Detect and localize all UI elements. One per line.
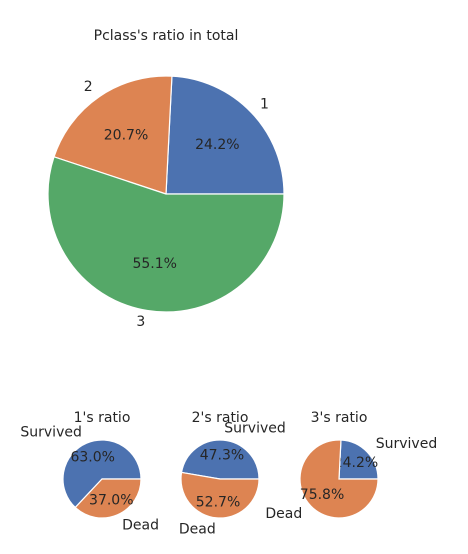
pie-slice: [62, 439, 142, 509]
slice-category-label: Survived: [20, 424, 81, 440]
slice-category-label: 1: [260, 97, 269, 113]
slice-category-label: Dead: [122, 518, 159, 534]
chart-title: Pclass's ratio in total: [94, 28, 239, 44]
pie-slice: [74, 478, 142, 519]
slice-category-label: Survived: [224, 420, 285, 436]
slice-category-label: Dead: [265, 506, 302, 522]
pie-chart-3: 2's ratio 47.3% Survived 52.7% Dead: [179, 410, 286, 538]
chart-title: 2's ratio: [192, 410, 249, 426]
pie-slice: [299, 439, 379, 519]
slice-percent-label: 47.3%: [200, 448, 244, 464]
slice-category-label: Survived: [376, 436, 437, 452]
slice-category-label: Dead: [179, 522, 216, 538]
pie-slice: [165, 75, 285, 195]
slice-percent-label: 37.0%: [89, 492, 133, 508]
pie-slice: [180, 471, 260, 519]
slice-percent-label: 24.2%: [195, 137, 239, 153]
slice-percent-label: 63.0%: [70, 450, 114, 466]
slice-percent-label: 52.7%: [196, 494, 240, 510]
pie-chart-4: 3's ratio 24.2% Survived 75.8% Dead: [265, 410, 437, 522]
pie-chart-2: 1's ratio 63.0% Survived 37.0% Dead: [20, 410, 159, 534]
slice-category-label: 2: [84, 79, 93, 95]
pie-slice: [47, 156, 285, 313]
pie-slice: [338, 439, 379, 480]
slice-percent-label: 20.7%: [104, 128, 148, 144]
slice-percent-label: 24.2%: [334, 455, 378, 471]
chart-title: 3's ratio: [311, 410, 368, 426]
pie-chart-1: Pclass's ratio in total 24.2% 1 20.7% 2 55.1%…: [47, 28, 285, 330]
chart-title: 1's ratio: [74, 410, 131, 426]
pie-slice: [53, 75, 173, 195]
slice-percent-label: 55.1%: [132, 256, 176, 272]
slice-percent-label: 75.8%: [300, 487, 344, 503]
slice-category-label: 3: [136, 314, 145, 330]
pie-slice: [180, 439, 260, 480]
